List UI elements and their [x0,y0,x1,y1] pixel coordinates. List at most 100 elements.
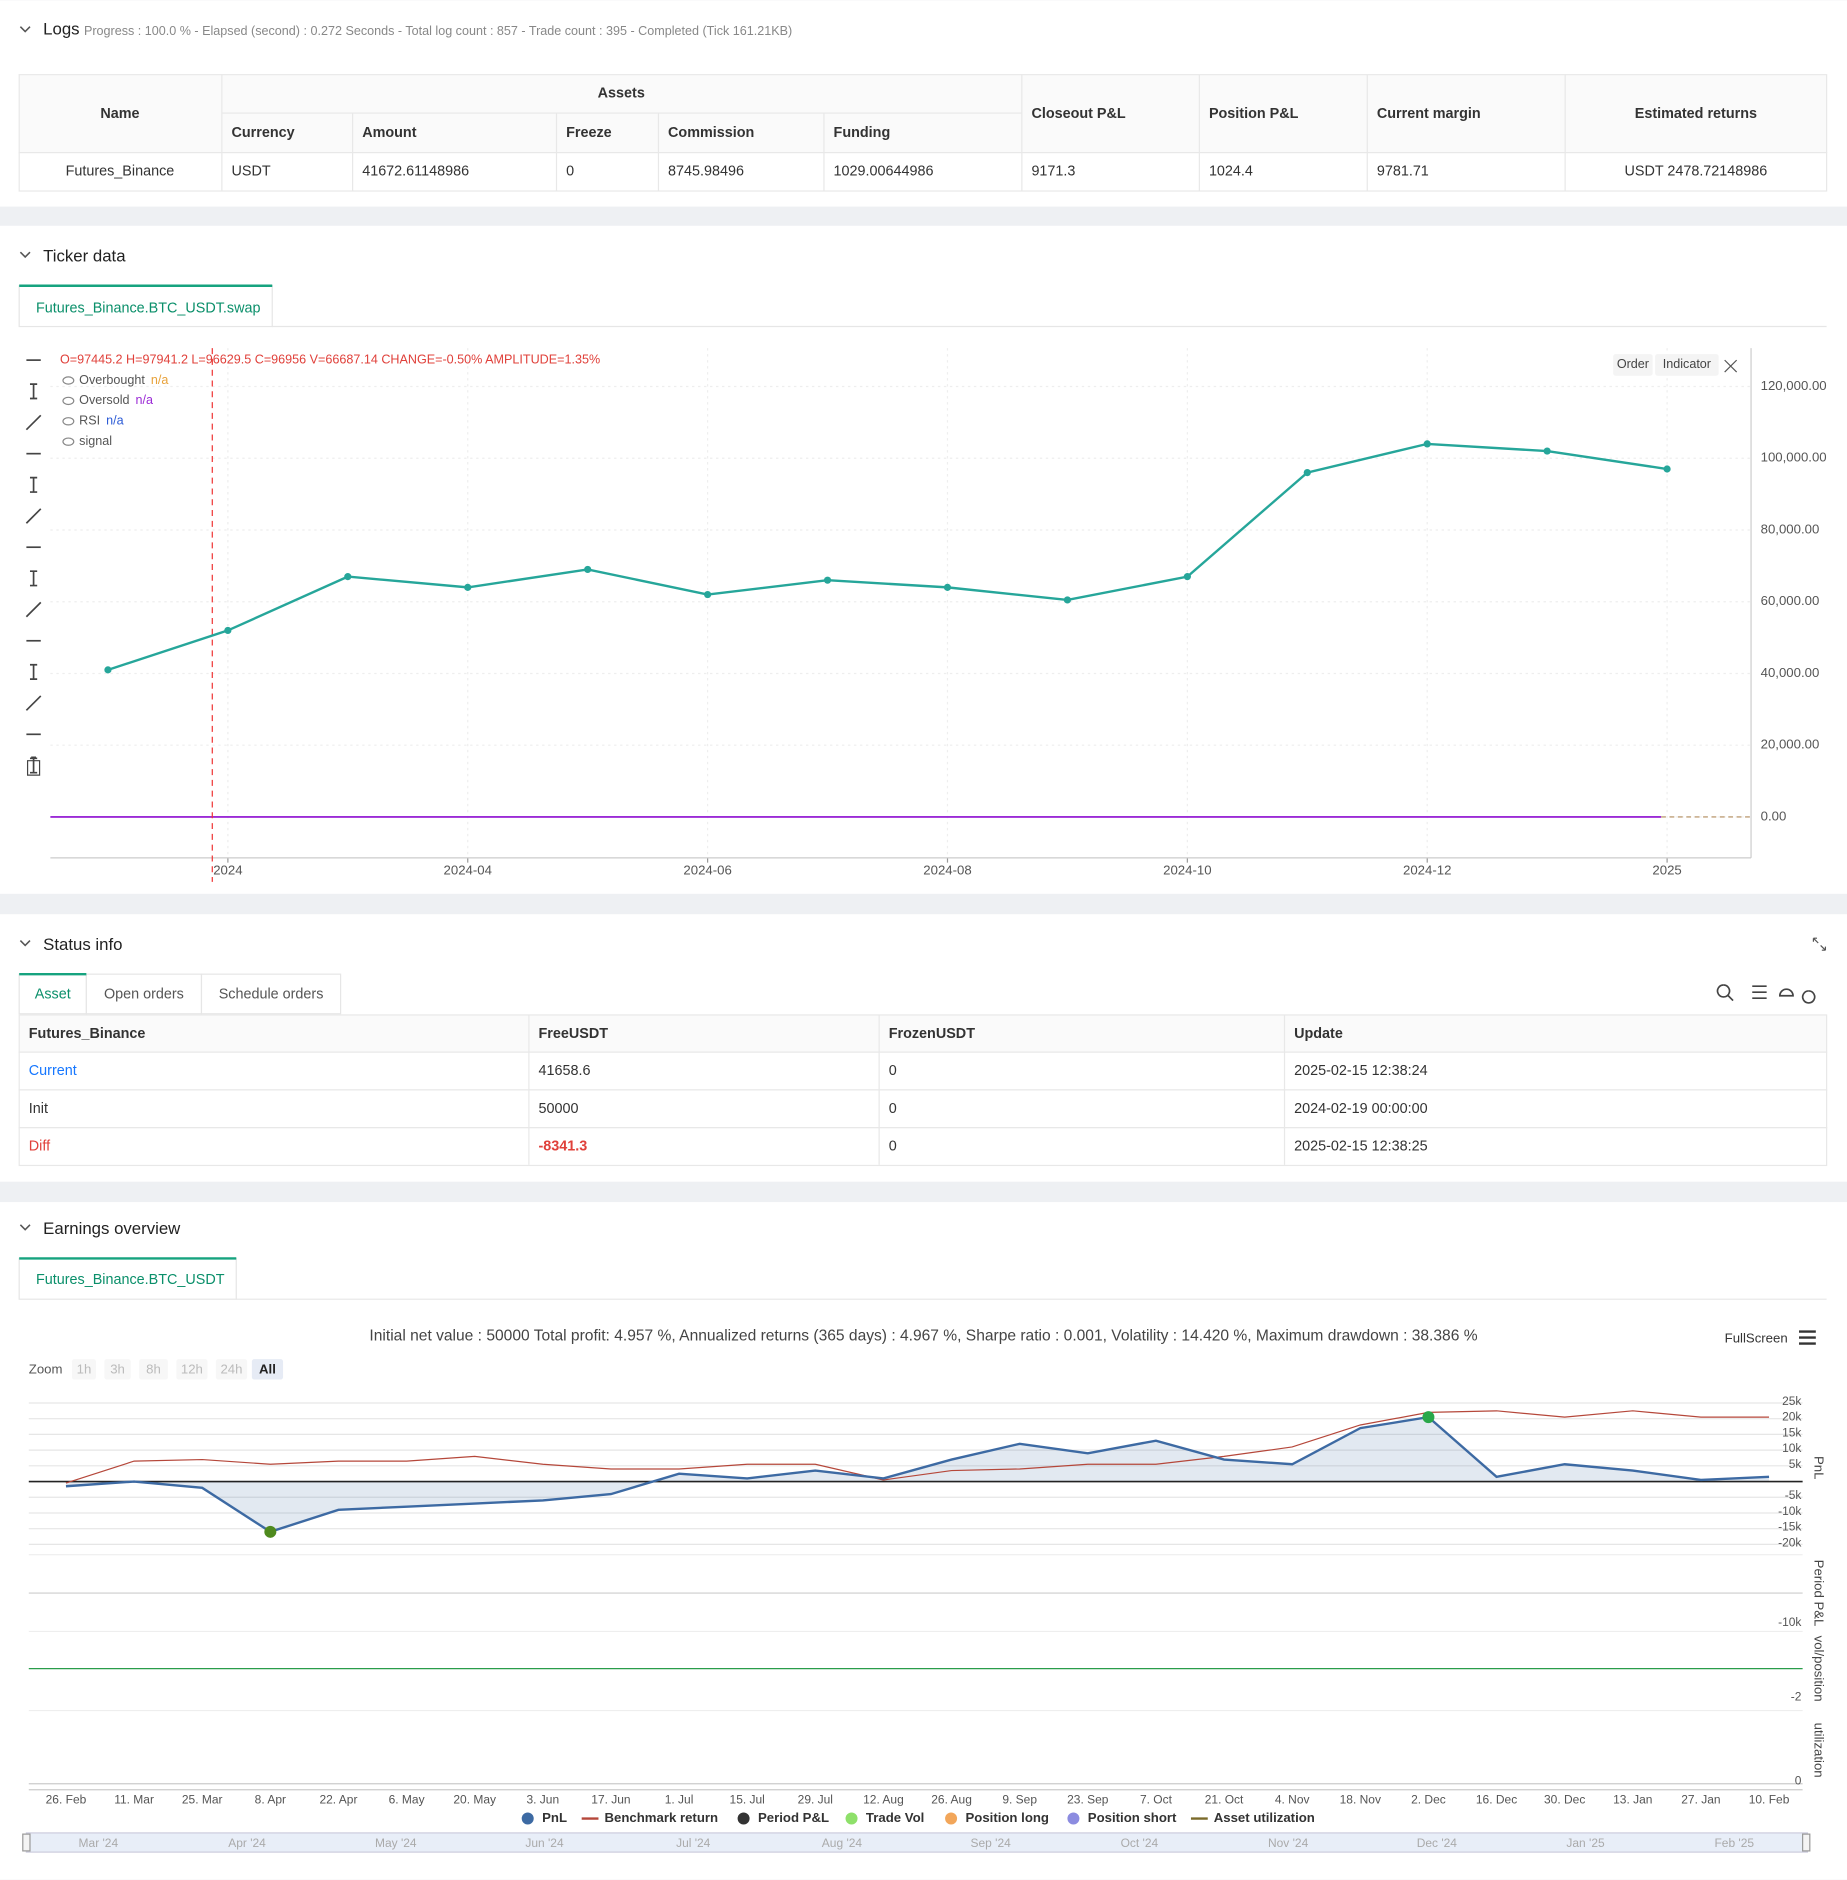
collapse-icon[interactable] [19,251,31,259]
panel-title: vol/position [1812,1636,1827,1702]
price-point [584,565,592,574]
zoom-button[interactable] [251,1359,284,1380]
tab-label[interactable]: Futures_Binance.BTC_USDT.swap [36,300,261,316]
tool-icon[interactable] [25,508,42,524]
tool-icon[interactable] [29,663,38,680]
zoom-button-label[interactable]: 1h [77,1361,92,1376]
zoom-button-label[interactable]: 12h [181,1361,203,1376]
legend-label[interactable]: Trade Vol [866,1810,924,1825]
navigator-label: Mar '24 [79,1836,119,1850]
zoom-button-label[interactable]: 24h [220,1361,242,1376]
table-header-bg [18,1014,1828,1053]
menu-icon[interactable] [1799,1330,1816,1345]
eye-icon[interactable] [62,417,75,426]
expand-icon[interactable] [1812,937,1827,951]
table-cell: 41658.6 [539,1063,591,1079]
expand-icon[interactable] [1724,359,1738,373]
legend-swatch[interactable] [945,1812,958,1825]
tool-icon[interactable] [29,476,38,493]
tab-label[interactable]: Open orders [104,986,184,1002]
max-marker [1422,1411,1435,1424]
price-point [104,666,112,674]
tool-icon[interactable] [25,601,42,618]
toolbar-icon[interactable] [1752,985,1767,1000]
x-tick-label: 9. Sep [1002,1793,1037,1807]
collapse-icon[interactable] [19,26,31,33]
legend-swatch[interactable] [521,1812,534,1825]
zoom-button-label[interactable]: 8h [146,1361,161,1376]
progress-text: Progress : 100.0 % - Elapsed (second) : … [84,24,792,38]
x-tick-label: 15. Jul [730,1793,765,1807]
chart-button[interactable] [1655,354,1719,376]
tool-icon[interactable] [29,383,38,400]
y-tick-label: 40,000.00 [1761,665,1820,680]
chart-button-label[interactable]: Order [1617,357,1649,371]
table-row [18,1051,1828,1091]
zoom-button[interactable] [71,1359,96,1380]
toolbar-icon[interactable] [1716,984,1734,1002]
collapse-icon[interactable] [19,1224,31,1231]
table-header: Position P&L [1209,106,1299,122]
navigator-label: Jun '24 [525,1836,564,1850]
legend-label[interactable]: Period P&L [758,1810,829,1825]
indicator-name: Overbought [79,373,145,387]
min-marker [264,1525,277,1538]
tool-icon[interactable] [29,570,38,587]
chart-button[interactable] [1613,354,1653,376]
tool-icon[interactable] [25,695,42,711]
toolbar-icon[interactable] [1778,988,1794,997]
tab[interactable] [18,285,273,328]
table-cell: Futures_Binance [66,164,175,180]
legend-label[interactable]: Benchmark return [604,1810,718,1825]
eye-icon[interactable] [62,376,75,385]
legend-label[interactable]: Asset utilization [1214,1810,1315,1825]
zoom-button[interactable] [104,1359,131,1380]
tool-icon[interactable] [26,756,41,776]
panel-tick-label: -2 [1791,1690,1802,1704]
table-cell: 1029.00644986 [834,164,934,180]
table-cell: 0 [566,164,574,180]
tab-label[interactable]: Futures_Binance.BTC_USDT [36,1272,225,1288]
legend-swatch[interactable] [1067,1812,1080,1825]
table-header: Current margin [1377,106,1481,122]
fullscreen-button[interactable]: FullScreen [1725,1330,1788,1345]
x-tick-label: 22. Apr [319,1793,357,1807]
tab[interactable] [85,973,203,1015]
legend-swatch[interactable] [737,1812,750,1825]
tool-icon[interactable] [25,414,42,431]
table-header: Name [100,106,139,122]
navigator[interactable] [25,1832,1809,1853]
navigator-handle[interactable] [22,1833,31,1852]
earnings-section [0,1202,1847,1880]
x-tick-label: 2024-06 [683,863,731,878]
navigator-handle[interactable] [1802,1833,1811,1852]
x-tick-label: 25. Mar [182,1793,223,1807]
eye-icon[interactable] [62,396,75,406]
tab[interactable] [200,973,342,1015]
price-point [704,590,712,599]
zoom-button[interactable] [215,1359,248,1380]
tab[interactable] [18,1257,237,1300]
price-point [224,626,232,635]
legend-label[interactable]: Position long [965,1810,1049,1825]
table-header: Closeout P&L [1031,106,1125,122]
table-cell: 0 [889,1139,897,1155]
collapse-icon[interactable] [19,940,31,947]
table-cell: 9171.3 [1031,164,1075,180]
zoom-button[interactable] [176,1359,208,1380]
legend-label[interactable]: PnL [542,1810,567,1825]
tab-label[interactable]: Schedule orders [219,986,324,1002]
toolbar-icon[interactable] [1801,990,1816,1004]
table-header: Commission [668,125,754,141]
x-tick-label: 3. Jun [526,1793,559,1807]
chart-button-label[interactable]: Indicator [1663,357,1711,371]
legend-swatch[interactable] [845,1812,858,1825]
zoom-button[interactable] [139,1359,168,1380]
table-cell: 50000 [539,1101,579,1117]
eye-icon[interactable] [62,437,75,446]
zoom-button-label[interactable]: All [259,1361,276,1376]
indicator-name: RSI [79,414,100,428]
legend-label[interactable]: Position short [1088,1810,1177,1825]
tab-label[interactable]: Asset [35,986,71,1002]
zoom-button-label[interactable]: 3h [110,1361,125,1376]
